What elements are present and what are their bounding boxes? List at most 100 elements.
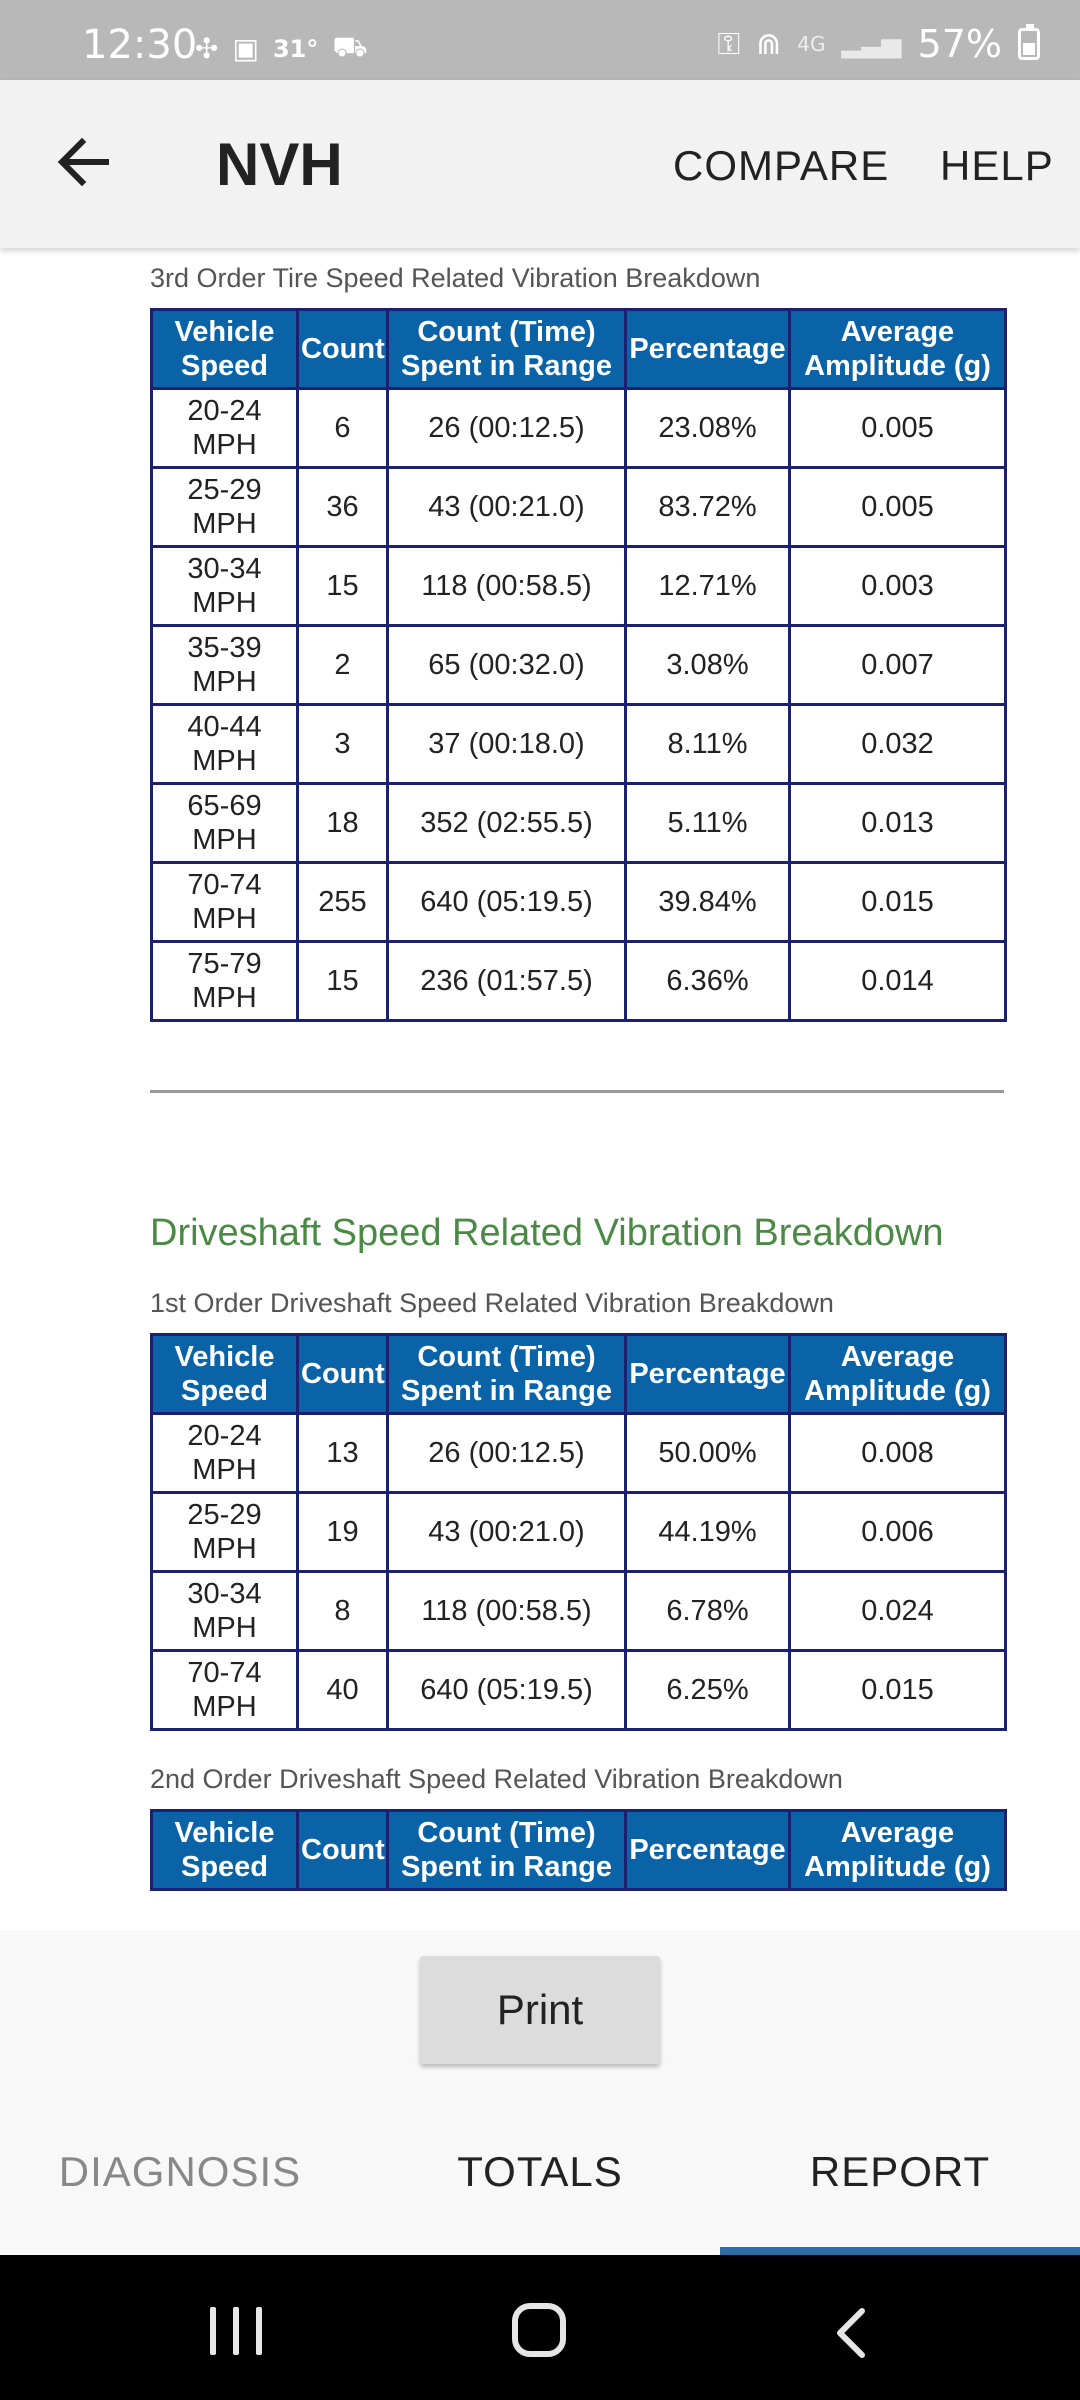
col-vehicle-speed: Vehicle Speed — [150, 308, 299, 390]
cell-percentage: 83.72% — [624, 466, 791, 548]
report-body: 3rd Order Tire Speed Related Vibration B… — [150, 248, 1007, 1909]
cell-count: 36 — [296, 466, 389, 548]
cell-average-amplitude: 0.015 — [788, 1649, 1007, 1731]
col-percentage: Percentage — [624, 308, 791, 390]
cell-vehicle-speed: 70-74 MPH — [150, 1649, 299, 1731]
cell-average-amplitude: 0.014 — [788, 940, 1007, 1022]
table-body: 20-24 MPH 13 26 (00:12.5) 50.00% 0.008 25-29 … — [150, 1412, 1007, 1731]
cell-average-amplitude: 0.003 — [788, 545, 1007, 627]
col-average-amplitude: Average Amplitude (g) — [788, 1333, 1007, 1415]
cell-percentage: 8.11% — [624, 703, 791, 785]
back-arrow-icon[interactable] — [52, 130, 116, 194]
temperature-label: 31° — [272, 34, 319, 63]
cell-time-in-range: 118 (00:58.5) — [386, 1570, 627, 1652]
cell-average-amplitude: 0.005 — [788, 466, 1007, 548]
cell-average-amplitude: 0.006 — [788, 1491, 1007, 1573]
car-icon: ⛟ — [332, 30, 368, 63]
tab-report[interactable]: REPORT — [809, 2148, 991, 2195]
col-vehicle-speed: Vehicle Speed — [150, 1809, 299, 1891]
battery-icon — [1018, 24, 1040, 60]
key-icon: ⚿ — [717, 26, 741, 62]
cell-percentage: 12.71% — [624, 545, 791, 627]
cell-vehicle-speed: 40-44 MPH — [150, 703, 299, 785]
col-average-amplitude: Average Amplitude (g) — [788, 308, 1007, 390]
cell-vehicle-speed: 70-74 MPH — [150, 861, 299, 943]
cell-count: 13 — [296, 1412, 389, 1494]
cell-average-amplitude: 0.007 — [788, 624, 1007, 706]
signal-icon: ▂▃▅ — [841, 29, 902, 59]
cell-vehicle-speed: 20-24 MPH — [150, 387, 299, 469]
cell-vehicle-speed: 30-34 MPH — [150, 545, 299, 627]
print-area: Print — [0, 1930, 1080, 2070]
driveshaft-section-heading: Driveshaft Speed Related Vibration Break… — [150, 1212, 944, 1254]
table-row: 75-79 MPH 15 236 (01:57.5) 6.36% 0.014 — [150, 940, 1007, 1022]
table-row: 30-34 MPH 15 118 (00:58.5) 12.71% 0.003 — [150, 545, 1007, 627]
system-nav-bar — [0, 2255, 1080, 2400]
nav-back-icon[interactable] — [822, 2303, 882, 2363]
compare-button[interactable]: COMPARE — [673, 142, 890, 189]
cell-average-amplitude: 0.024 — [788, 1570, 1007, 1652]
cell-percentage: 50.00% — [624, 1412, 791, 1494]
cell-count: 15 — [296, 545, 389, 627]
cell-count: 3 — [296, 703, 389, 785]
table-header: Vehicle Speed Count Count (Time) Spent i… — [150, 1333, 1007, 1415]
cell-percentage: 39.84% — [624, 861, 791, 943]
driveshaft-1st-order-table: Vehicle Speed Count Count (Time) Spent i… — [150, 1333, 1007, 1731]
section-divider — [150, 1090, 1004, 1093]
table-row: 30-34 MPH 8 118 (00:58.5) 6.78% 0.024 — [150, 1570, 1007, 1652]
col-percentage: Percentage — [624, 1809, 791, 1891]
cell-count: 255 — [296, 861, 389, 943]
table-row: 25-29 MPH 19 43 (00:21.0) 44.19% 0.006 — [150, 1491, 1007, 1573]
tire-3rd-order-table: Vehicle Speed Count Count (Time) Spent i… — [150, 308, 1007, 1022]
fan-icon: ✣ — [195, 32, 219, 65]
table-row: 70-74 MPH 255 640 (05:19.5) 39.84% 0.015 — [150, 861, 1007, 943]
bottom-tab-bar: DIAGNOSIS TOTALS REPORT — [0, 2070, 1080, 2255]
battery-percentage: 57% — [917, 22, 1002, 66]
recents-icon[interactable] — [210, 2307, 262, 2355]
cell-time-in-range: 43 (00:21.0) — [386, 1491, 627, 1573]
cell-count: 40 — [296, 1649, 389, 1731]
gallery-icon: ▣ — [232, 32, 259, 65]
cell-time-in-range: 26 (00:12.5) — [386, 387, 627, 469]
col-time-in-range: Count (Time) Spent in Range — [386, 1333, 627, 1415]
cell-percentage: 6.36% — [624, 940, 791, 1022]
cell-count: 18 — [296, 782, 389, 864]
table-row: 20-24 MPH 6 26 (00:12.5) 23.08% 0.005 — [150, 387, 1007, 469]
col-count: Count — [296, 308, 389, 390]
cell-percentage: 23.08% — [624, 387, 791, 469]
cell-average-amplitude: 0.032 — [788, 703, 1007, 785]
cell-percentage: 6.25% — [624, 1649, 791, 1731]
cell-vehicle-speed: 35-39 MPH — [150, 624, 299, 706]
network-type-label: 4G — [797, 32, 826, 56]
cell-time-in-range: 236 (01:57.5) — [386, 940, 627, 1022]
cell-vehicle-speed: 30-34 MPH — [150, 1570, 299, 1652]
table-row: 70-74 MPH 40 640 (05:19.5) 6.25% 0.015 — [150, 1649, 1007, 1731]
page-title: NVH — [216, 131, 343, 198]
report-content[interactable]: 3rd Order Tire Speed Related Vibration B… — [0, 248, 1080, 1930]
cell-count: 6 — [296, 387, 389, 469]
cell-count: 8 — [296, 1570, 389, 1652]
cell-average-amplitude: 0.015 — [788, 861, 1007, 943]
table-header: Vehicle Speed Count Count (Time) Spent i… — [150, 1809, 1007, 1891]
cell-count: 2 — [296, 624, 389, 706]
active-tab-indicator — [720, 2247, 1080, 2255]
cell-vehicle-speed: 65-69 MPH — [150, 782, 299, 864]
tab-diagnosis[interactable]: DIAGNOSIS — [58, 2148, 302, 2195]
table-row: 65-69 MPH 18 352 (02:55.5) 5.11% 0.013 — [150, 782, 1007, 864]
driveshaft-2nd-order-caption: 2nd Order Driveshaft Speed Related Vibra… — [150, 1764, 843, 1794]
cell-vehicle-speed: 20-24 MPH — [150, 1412, 299, 1494]
status-left-icons: ✣ ▣ 31° ⛟ — [195, 30, 368, 67]
col-percentage: Percentage — [624, 1333, 791, 1415]
cell-percentage: 44.19% — [624, 1491, 791, 1573]
cell-vehicle-speed: 75-79 MPH — [150, 940, 299, 1022]
tab-totals[interactable]: TOTALS — [457, 2148, 623, 2195]
cell-time-in-range: 640 (05:19.5) — [386, 861, 627, 943]
cell-time-in-range: 43 (00:21.0) — [386, 466, 627, 548]
col-count: Count — [296, 1809, 389, 1891]
print-button[interactable]: Print — [420, 1956, 660, 2064]
table-header: Vehicle Speed Count Count (Time) Spent i… — [150, 308, 1007, 390]
home-icon[interactable] — [512, 2303, 566, 2357]
cell-average-amplitude: 0.008 — [788, 1412, 1007, 1494]
cell-count: 15 — [296, 940, 389, 1022]
help-button[interactable]: HELP — [940, 142, 1054, 189]
